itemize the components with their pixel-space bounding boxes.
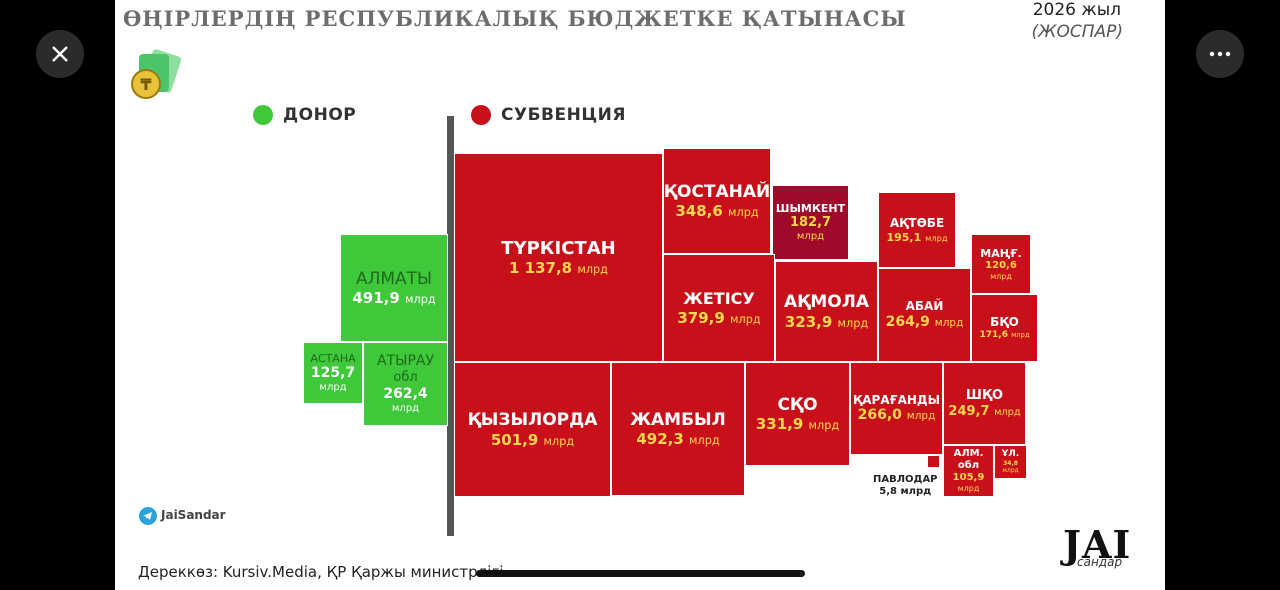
- subvention-legend-dot: [471, 105, 491, 125]
- tile-ulytau: ҰЛ. 34,8 млрд: [994, 445, 1027, 479]
- divider-axis: [447, 116, 454, 536]
- subvention-legend-label: СУБВЕНЦИЯ: [501, 105, 626, 125]
- source-note: Дереккөз: Kursiv.Media, ҚР Қаржы министр…: [138, 563, 504, 581]
- tile-akmola: АҚМОЛА 323,9 млрд: [775, 261, 878, 362]
- tile-almaty-obl: АЛМ. обл 105,9 млрд: [943, 445, 994, 497]
- donor-legend-label: ДОНОР: [283, 105, 357, 125]
- tile-aktobe: АҚТӨБЕ 195,1 млрд: [878, 192, 956, 268]
- tile-atyrau: АТЫРАУ обл 262,4 млрд: [363, 342, 448, 426]
- year-label: 2026 жыл: [1032, 0, 1121, 20]
- tile-karaganda: ҚАРАҒАНДЫ 266,0 млрд: [850, 362, 943, 455]
- pavlodar-label: ПАВЛОДАР 5,8 млрд: [873, 474, 938, 497]
- tile-bko: БҚО 171,6 млрд: [971, 294, 1038, 362]
- tile-zhetisu: ЖЕТІСУ 379,9 млрд: [663, 254, 775, 362]
- tile-shymkent: ШЫМКЕНТ 182,7 млрд: [772, 185, 849, 260]
- jai-logo: JAI: [1063, 522, 1132, 567]
- likes-overlay: ♡ 217: [469, 512, 516, 530]
- svg-text:₸: ₸: [140, 75, 151, 94]
- tile-shko: ШҚО 249,7 млрд: [943, 362, 1026, 445]
- infographic-title: ӨҢІРЛЕРДІҢ РЕСПУБЛИКАЛЫҚ БЮДЖЕТКЕ ҚАТЫНА…: [123, 6, 907, 31]
- more-icon: [1209, 51, 1231, 57]
- tile-zhambyl: ЖАМБЫЛ 492,3 млрд: [611, 362, 745, 496]
- tile-sko: СҚО 331,9 млрд: [745, 362, 850, 466]
- tile-pavlodar: [927, 455, 940, 468]
- heart-icon: ♡: [469, 512, 483, 530]
- telegram-handle: JaiSandar: [161, 508, 226, 522]
- donor-legend-dot: [253, 105, 273, 125]
- tile-kostanay: ҚОСТАНАЙ 348,6 млрд: [663, 148, 771, 254]
- plan-label: (ЖОСПАР): [1031, 22, 1124, 42]
- close-button[interactable]: [36, 30, 84, 78]
- infographic-image: ӨҢІРЛЕРДІҢ РЕСПУБЛИКАЛЫҚ БЮДЖЕТКЕ ҚАТЫНА…: [115, 0, 1165, 590]
- telegram-icon: [139, 507, 157, 525]
- tile-astana: АСТАНА 125,7 млрд: [303, 342, 363, 404]
- jai-logo-subtitle: сандар: [1077, 555, 1123, 569]
- more-options-button[interactable]: [1196, 30, 1244, 78]
- close-icon: [52, 46, 68, 62]
- home-indicator[interactable]: [476, 570, 805, 577]
- tile-almaty: АЛМАТЫ 491,9 млрд: [340, 234, 448, 342]
- tile-kyzylorda: ҚЫЗЫЛОРДА 501,9 млрд: [454, 362, 611, 497]
- comment-icon: ◯: [571, 512, 588, 530]
- tile-turkistan: ТҮРКІСТАН 1 137,8 млрд: [454, 153, 663, 362]
- tile-abay: АБАЙ 264,9 млрд: [878, 268, 971, 362]
- comments-overlay: ◯ 9: [571, 512, 603, 530]
- money-icon: ₸: [131, 49, 182, 99]
- tile-mangystau: МАҢҒ. 120,6 млрд: [971, 234, 1031, 294]
